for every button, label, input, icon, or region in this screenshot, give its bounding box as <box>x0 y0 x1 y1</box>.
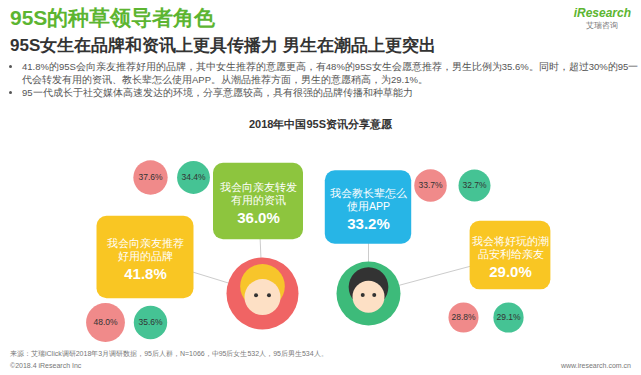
html-text:www.iresearch.com.cn: www.iresearch.com.cn <box>561 362 631 369</box>
svg-text:35.6%: 35.6% <box>138 317 163 327</box>
svg-text:33.7%: 33.7% <box>418 180 443 190</box>
html-text:95一代成长于社交媒体高速发达的环境，分享意愿较高，具有很强: 95一代成长于社交媒体高速发达的环境，分享意愿较高，具有很强的品牌传播和种草能力 <box>22 87 413 98</box>
svg-text:我会教长辈怎么使用APP: 我会教长辈怎么使用APP <box>330 187 407 212</box>
svg-text:36.0%: 36.0% <box>237 209 280 226</box>
svg-text:32.7%: 32.7% <box>462 180 487 190</box>
svg-text:我会向亲友推荐好用的品牌: 我会向亲友推荐好用的品牌 <box>107 237 184 262</box>
html-text:iResearch: iResearch <box>573 6 631 20</box>
svg-text:34.4%: 34.4% <box>181 172 206 182</box>
svg-text:41.8%: 41.8% <box>124 265 167 282</box>
html-text:95S的种草领导者角色: 95S的种草领导者角色 <box>10 6 216 29</box>
svg-text:29.1%: 29.1% <box>496 312 521 322</box>
html-text:41.8%的95S会向亲友推荐好用的品牌，其中女生推荐的意愿: 41.8%的95S会向亲友推荐好用的品牌，其中女生推荐的意愿更高，有48%的95… <box>22 61 639 85</box>
html-text:2018年中国95S资讯分享意愿: 2018年中国95S资讯分享意愿 <box>249 118 392 130</box>
html-text:©2018.4 iResearch Inc: ©2018.4 iResearch Inc <box>10 362 82 369</box>
html-text:来源：艾瑞iClick调研2018年3月调研数据，95后人群: 来源：艾瑞iClick调研2018年3月调研数据，95后人群，N=1066，中9… <box>10 350 328 357</box>
html-text:95S女生在品牌和资讯上更具传播力 男生在潮品上更突出: 95S女生在品牌和资讯上更具传播力 男生在潮品上更突出 <box>10 36 436 55</box>
svg-text:33.2%: 33.2% <box>347 215 390 232</box>
html-text:艾瑞咨询: 艾瑞咨询 <box>586 21 619 30</box>
svg-text:48.0%: 48.0% <box>93 317 118 327</box>
svg-text:37.6%: 37.6% <box>138 172 163 182</box>
svg-text:29.0%: 29.0% <box>489 263 532 280</box>
svg-text:我会将好玩的潮品安利给亲友: 我会将好玩的潮品安利给亲友 <box>472 235 549 260</box>
svg-text:我会向亲友转发有用的资讯: 我会向亲友转发有用的资讯 <box>220 181 297 206</box>
svg-text:28.8%: 28.8% <box>451 312 476 322</box>
